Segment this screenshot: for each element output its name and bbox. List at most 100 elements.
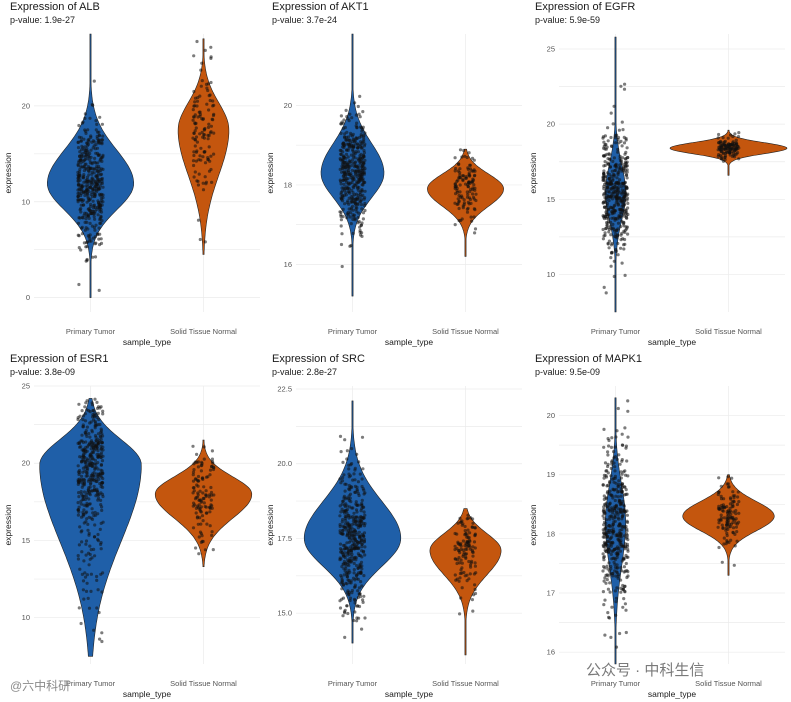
- data-point: [338, 514, 342, 518]
- data-point: [619, 84, 623, 88]
- data-point: [610, 212, 614, 216]
- data-point: [623, 237, 627, 242]
- data-point: [460, 217, 464, 221]
- data-point: [461, 548, 465, 552]
- data-point: [355, 136, 359, 140]
- data-point: [196, 115, 200, 119]
- data-point: [341, 583, 345, 587]
- data-point: [601, 227, 605, 232]
- data-point: [94, 119, 98, 123]
- data-point: [84, 553, 88, 557]
- data-point: [355, 503, 359, 507]
- data-point: [619, 578, 623, 582]
- data-point: [605, 491, 610, 495]
- data-point: [734, 525, 739, 529]
- data-point: [81, 176, 86, 180]
- data-point: [603, 576, 607, 580]
- data-point: [615, 457, 619, 461]
- data-point: [343, 522, 348, 526]
- data-point: [341, 562, 345, 566]
- data-point: [606, 219, 611, 224]
- data-point: [209, 490, 214, 495]
- data-point: [736, 135, 741, 139]
- data-point: [342, 494, 346, 498]
- data-point: [726, 527, 730, 532]
- data-point: [97, 610, 101, 615]
- data-point: [338, 167, 342, 171]
- data-point: [626, 201, 630, 205]
- data-point: [718, 518, 722, 522]
- data-point: [610, 174, 614, 179]
- data-point: [348, 505, 352, 509]
- data-point: [352, 472, 356, 476]
- data-point: [91, 255, 95, 259]
- data-point: [624, 446, 628, 450]
- data-point: [619, 566, 623, 570]
- data-point: [604, 227, 608, 231]
- data-point: [601, 569, 605, 573]
- data-point: [358, 190, 362, 194]
- data-point: [359, 199, 363, 203]
- data-point: [77, 402, 81, 406]
- data-point: [352, 618, 356, 623]
- data-point: [202, 501, 206, 505]
- data-point: [204, 475, 209, 479]
- data-point: [86, 522, 90, 527]
- data-point: [95, 452, 99, 457]
- data-point: [624, 524, 628, 529]
- data-point: [618, 208, 623, 212]
- data-point: [354, 192, 359, 196]
- data-point: [89, 134, 93, 138]
- data-point: [87, 563, 91, 567]
- data-point: [87, 198, 92, 202]
- data-point: [610, 605, 614, 609]
- data-point: [349, 133, 353, 137]
- data-point: [605, 201, 610, 206]
- data-point: [347, 487, 351, 491]
- data-point: [204, 505, 208, 509]
- data-point: [457, 162, 461, 166]
- data-point: [87, 432, 91, 436]
- data-point: [339, 131, 343, 135]
- data-point: [626, 549, 630, 553]
- data-point: [604, 518, 609, 522]
- data-point: [79, 136, 83, 140]
- data-point: [198, 237, 202, 242]
- data-point: [616, 150, 620, 154]
- panel-title: Expression of EGFR: [535, 1, 635, 13]
- data-point: [726, 475, 730, 479]
- data-point: [82, 459, 86, 463]
- data-point: [81, 514, 85, 518]
- data-point: [349, 500, 353, 504]
- y-tick-label: 20.0: [277, 459, 292, 468]
- data-point: [79, 153, 83, 157]
- x-axis-label: sample_type: [123, 337, 171, 347]
- data-point: [96, 532, 100, 537]
- data-point: [361, 160, 365, 164]
- data-point: [87, 216, 91, 220]
- data-point: [734, 509, 738, 513]
- data-point: [362, 574, 366, 578]
- data-point: [85, 458, 89, 462]
- data-point: [79, 148, 84, 152]
- data-point: [211, 104, 215, 108]
- data-point: [343, 172, 347, 176]
- data-point: [731, 141, 735, 145]
- data-point: [728, 515, 733, 519]
- data-point: [453, 156, 457, 160]
- data-point: [621, 156, 625, 160]
- data-point: [728, 153, 732, 157]
- data-point: [350, 168, 354, 172]
- data-point: [197, 503, 201, 507]
- data-point: [350, 447, 354, 451]
- x-tick-label: Solid Tissue Normal: [695, 327, 762, 336]
- data-point: [346, 213, 350, 217]
- data-point: [201, 539, 205, 544]
- data-point: [603, 548, 607, 552]
- data-point: [89, 460, 93, 464]
- data-point: [352, 183, 356, 187]
- data-point: [358, 534, 362, 538]
- data-point: [204, 489, 208, 493]
- data-point: [354, 202, 358, 206]
- data-point: [716, 154, 720, 159]
